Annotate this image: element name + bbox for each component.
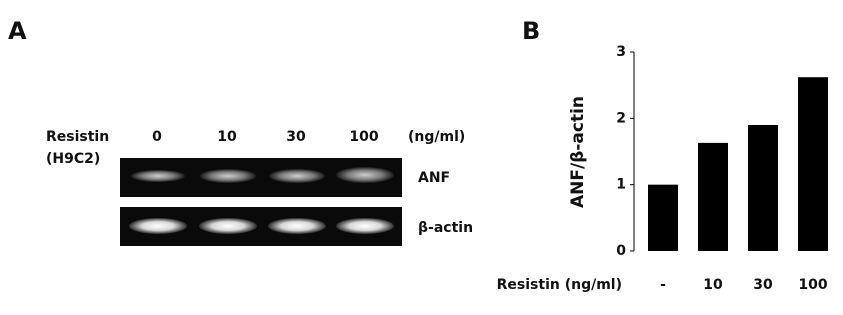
row-label: Resistin <box>46 129 109 145</box>
band-label: β-actin <box>418 220 473 236</box>
y-tick-label: 2 <box>616 110 626 126</box>
band <box>336 167 394 183</box>
lane-label: 100 <box>349 129 378 145</box>
band <box>129 218 187 234</box>
panel-label: A <box>8 17 27 45</box>
bar <box>748 124 778 251</box>
unit-label: (ng/ml) <box>408 129 465 145</box>
band <box>199 218 257 234</box>
y-axis-title: ANF/β-actin <box>568 96 588 208</box>
band <box>336 218 394 234</box>
band <box>131 170 185 182</box>
x-axis-title: Resistin (ng/ml) <box>497 277 622 293</box>
x-tick-label: 100 <box>798 277 827 293</box>
bar <box>648 184 678 251</box>
lane-label: 0 <box>152 129 162 145</box>
y-tick-label: 1 <box>616 177 626 193</box>
y-tick-label: 0 <box>616 243 626 259</box>
bar <box>698 142 728 251</box>
bar <box>798 77 828 251</box>
gel-actin <box>120 207 402 246</box>
x-tick-label: 10 <box>703 277 723 293</box>
panel-label: B <box>522 17 540 45</box>
lane-label: 10 <box>217 129 237 145</box>
x-tick-label: 30 <box>753 277 773 293</box>
x-tick-label: - <box>660 277 666 293</box>
band-label: ANF <box>418 170 450 186</box>
y-tick-label: 3 <box>616 44 626 60</box>
band <box>268 218 326 234</box>
band <box>269 169 325 183</box>
band <box>200 169 256 183</box>
gel-anf <box>120 158 402 197</box>
cell-label: (H9C2) <box>46 151 100 167</box>
lane-label: 30 <box>286 129 306 145</box>
